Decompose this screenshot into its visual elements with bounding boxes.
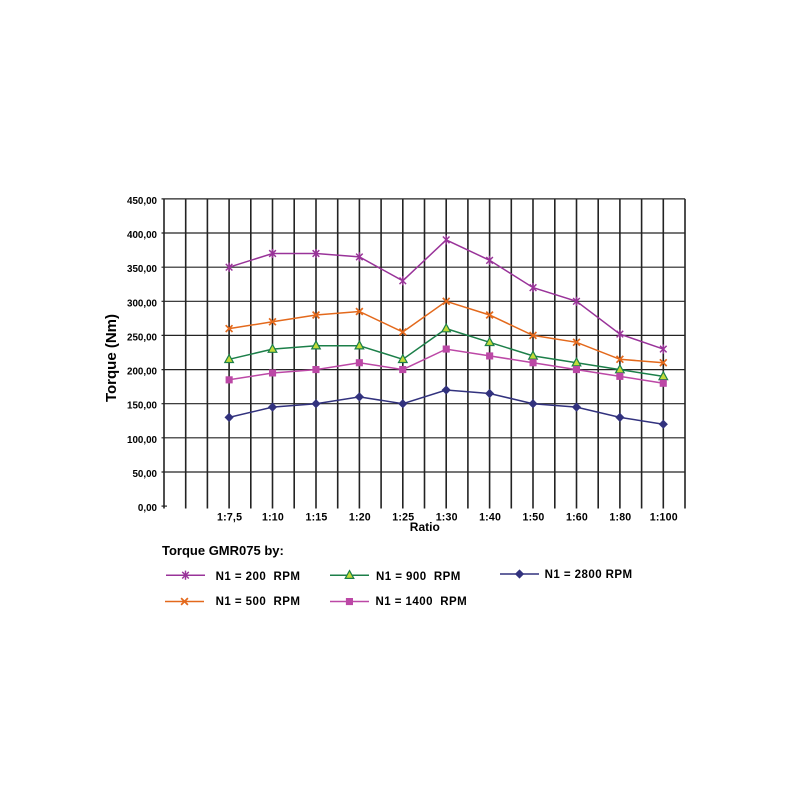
svg-text:N1 = 2800 RPM: N1 = 2800 RPM — [545, 569, 633, 581]
svg-text:N1 = 200 RPM: N1 = 200 RPM — [216, 571, 301, 583]
svg-text:250,00: 250,00 — [127, 332, 158, 343]
svg-text:50,00: 50,00 — [132, 469, 157, 480]
svg-text:1:80: 1:80 — [609, 512, 631, 524]
svg-text:Torque (Nm): Torque (Nm) — [103, 314, 120, 402]
svg-text:350,00: 350,00 — [127, 264, 158, 275]
svg-text:1:40: 1:40 — [479, 512, 501, 524]
svg-text:0,00: 0,00 — [138, 503, 158, 514]
svg-text:Torque GMR075 by:: Torque GMR075 by: — [162, 543, 284, 558]
svg-text:100,00: 100,00 — [127, 435, 158, 446]
svg-text:N1 = 900 RPM: N1 = 900 RPM — [376, 571, 461, 583]
svg-text:N1 = 500 RPM: N1 = 500 RPM — [216, 596, 301, 608]
svg-text:300,00: 300,00 — [127, 298, 158, 309]
svg-text:1:25: 1:25 — [392, 512, 414, 524]
svg-text:450,00: 450,00 — [127, 196, 158, 207]
svg-text:1:60: 1:60 — [566, 512, 588, 524]
svg-text:1:15: 1:15 — [305, 512, 327, 524]
svg-text:400,00: 400,00 — [127, 230, 158, 241]
svg-text:1:7,5: 1:7,5 — [217, 512, 242, 524]
svg-text:1:30: 1:30 — [436, 512, 458, 524]
svg-text:Ratio: Ratio — [410, 520, 440, 534]
svg-text:150,00: 150,00 — [127, 401, 158, 412]
svg-text:1:10: 1:10 — [262, 512, 284, 524]
svg-text:1:50: 1:50 — [522, 512, 544, 524]
svg-text:200,00: 200,00 — [127, 367, 158, 378]
svg-text:1:20: 1:20 — [349, 512, 371, 524]
svg-text:N1 = 1400 RPM: N1 = 1400 RPM — [376, 596, 468, 608]
svg-text:1:100: 1:100 — [650, 512, 678, 524]
